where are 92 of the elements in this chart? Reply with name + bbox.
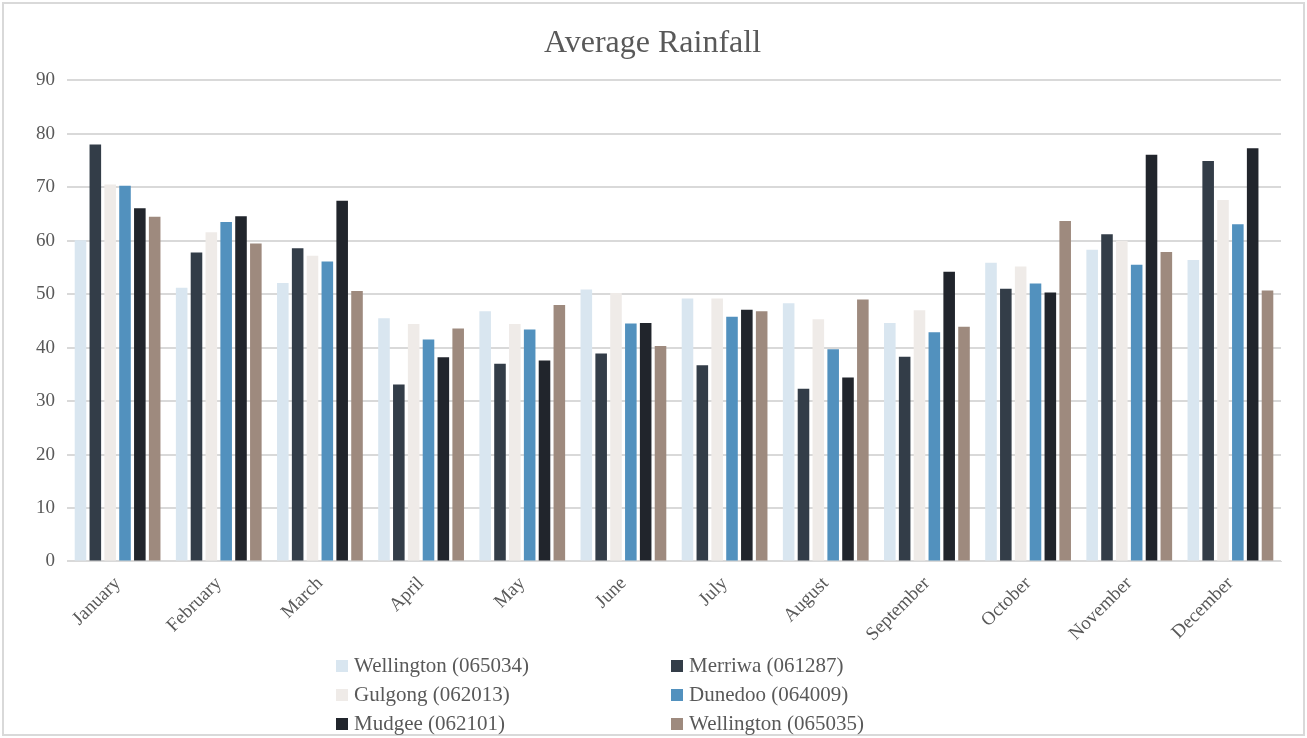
bar <box>1145 154 1158 561</box>
bar <box>1101 234 1113 561</box>
bar <box>913 310 926 561</box>
y-tick-label: 0 <box>45 549 55 571</box>
bar <box>1044 292 1057 561</box>
bar <box>89 144 102 561</box>
legend-label: Merriwa (061287) <box>689 653 844 678</box>
bar <box>351 290 363 561</box>
bar <box>523 329 536 561</box>
bar <box>175 287 188 561</box>
bar <box>1029 283 1042 561</box>
bar <box>898 356 911 561</box>
bar <box>928 332 941 561</box>
bar <box>494 363 506 561</box>
bar <box>538 360 551 561</box>
bar <box>1160 251 1173 561</box>
bar <box>1086 249 1098 561</box>
bar <box>1232 224 1244 561</box>
bar <box>1059 220 1071 561</box>
bar <box>119 185 131 561</box>
x-tick-label: June <box>590 571 630 612</box>
bar <box>625 323 637 561</box>
bar <box>755 311 768 561</box>
bar <box>782 303 795 561</box>
bar <box>378 318 390 561</box>
legend-label: Wellington (065035) <box>689 711 865 736</box>
bar <box>452 328 464 561</box>
bar <box>580 289 593 561</box>
bar <box>639 323 652 561</box>
bar <box>681 298 694 561</box>
y-tick-label: 40 <box>36 335 55 357</box>
bar <box>985 262 997 561</box>
y-tick-label: 70 <box>36 175 55 197</box>
y-tick-label: 50 <box>36 282 55 304</box>
bar <box>1116 240 1128 561</box>
bar <box>134 208 146 561</box>
bar <box>1000 288 1012 561</box>
bar <box>741 309 753 561</box>
bar <box>291 248 304 561</box>
bar <box>654 346 667 561</box>
bar <box>479 311 491 561</box>
legend-label: Mudgee (062101) <box>354 711 506 736</box>
bar <box>437 357 450 561</box>
legend-label: Wellington (065034) <box>354 653 530 678</box>
y-tick-label: 90 <box>36 68 55 90</box>
y-tick-label: 30 <box>36 389 55 411</box>
bar <box>595 353 607 561</box>
bar <box>407 324 420 561</box>
bar <box>1014 266 1027 561</box>
bar <box>1202 161 1214 561</box>
y-tick-label: 20 <box>36 442 55 464</box>
bar <box>277 282 289 561</box>
bar <box>812 319 825 561</box>
legend-label: Gulgong (062013) <box>354 682 510 707</box>
bar <box>321 261 334 561</box>
bar <box>190 252 203 561</box>
bar <box>857 299 869 561</box>
bar <box>74 240 87 561</box>
bar <box>610 293 622 561</box>
bar <box>250 243 262 561</box>
bar <box>726 316 738 561</box>
bar <box>1261 290 1274 561</box>
y-tick-label: 60 <box>36 228 55 250</box>
bar <box>336 200 348 561</box>
bar <box>696 365 709 561</box>
bar <box>1217 200 1229 561</box>
bar <box>958 326 970 561</box>
legend-label: Dunedoo (064009) <box>689 682 849 707</box>
bar <box>842 377 854 561</box>
bar <box>220 222 232 561</box>
bar <box>711 298 723 561</box>
bar <box>205 232 218 561</box>
bar <box>148 216 161 561</box>
bar <box>943 271 955 561</box>
x-tick-label: July <box>693 571 732 610</box>
bar <box>797 388 810 561</box>
bar <box>235 216 247 561</box>
chart-title: Average Rainfall <box>543 22 762 59</box>
bar <box>306 255 319 561</box>
bar <box>1187 259 1200 561</box>
bar <box>509 324 521 561</box>
y-tick-label: 10 <box>36 495 55 517</box>
bar <box>553 304 566 561</box>
bar <box>884 323 896 561</box>
bar <box>1130 264 1143 561</box>
bar <box>104 184 116 561</box>
bar <box>393 384 405 561</box>
y-tick-label: 80 <box>36 121 55 143</box>
bar <box>1246 148 1259 561</box>
x-tick-label: May <box>489 571 529 612</box>
bar <box>422 339 435 561</box>
bar <box>827 349 839 561</box>
